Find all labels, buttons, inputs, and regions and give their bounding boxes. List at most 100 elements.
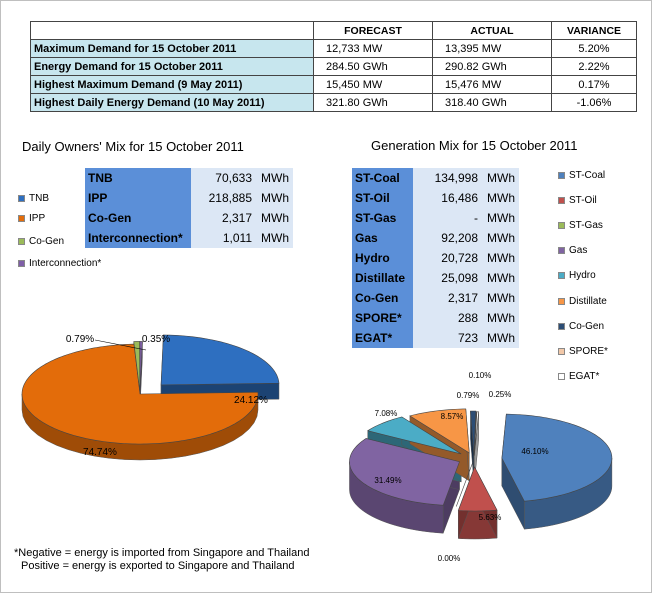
- summary-row: Highest Daily Energy Demand (10 May 2011…: [30, 93, 637, 112]
- gen-unit: MWh: [484, 248, 519, 268]
- forecast-value: 321.80 GWh: [313, 93, 433, 112]
- legend-label: Co-Gen: [569, 321, 605, 332]
- legend-swatch: [18, 238, 25, 245]
- generation-row: SPORE* 288 MWh: [352, 308, 519, 328]
- legend-swatch: [18, 195, 25, 202]
- owners-row: Co-Gen 2,317 MWh: [85, 208, 293, 228]
- legend-item-egat: EGAT*: [558, 371, 599, 382]
- legend-swatch: [558, 247, 565, 254]
- legend-swatch: [558, 348, 565, 355]
- owner-unit: MWh: [258, 188, 293, 208]
- gen-name: Co-Gen: [352, 288, 413, 308]
- footnote-line2: Positive = energy is exported to Singapo…: [21, 560, 295, 572]
- legend-label: ST-Gas: [569, 220, 603, 231]
- legend-item-gas: Gas: [558, 245, 587, 256]
- gen-value: 134,998: [413, 168, 484, 188]
- data-label-spore: 0.10%: [469, 371, 492, 380]
- generation-row: Hydro 20,728 MWh: [352, 248, 519, 268]
- legend-swatch: [558, 373, 565, 380]
- generation-row: EGAT* 723 MWh: [352, 328, 519, 348]
- data-label-distillate: 8.57%: [441, 412, 464, 421]
- summary-header-row: FORECAST ACTUAL VARIANCE: [30, 21, 637, 40]
- gen-name: EGAT*: [352, 328, 413, 348]
- gen-name: Distillate: [352, 268, 413, 288]
- legend-label: Distillate: [569, 296, 607, 307]
- owners-row: IPP 218,885 MWh: [85, 188, 293, 208]
- owners-row: Interconnection* 1,011 MWh: [85, 228, 293, 248]
- pie-slice-interconnection: [139, 341, 143, 392]
- owner-unit: MWh: [258, 208, 293, 228]
- legend-label: Hydro: [569, 270, 596, 281]
- legend-item-spore: SPORE*: [558, 346, 608, 357]
- gen-value: -: [413, 208, 484, 228]
- actual-value: 15,476 MW: [432, 75, 552, 94]
- data-label-stcoal: 46.10%: [521, 447, 548, 456]
- data-label-stgas: 0.00%: [438, 554, 461, 563]
- owner-value: 70,633: [191, 168, 258, 188]
- pie-slice-stgas: [455, 462, 473, 507]
- generation-row: Co-Gen 2,317 MWh: [352, 288, 519, 308]
- owner-name: TNB: [85, 168, 191, 188]
- legend-swatch: [558, 172, 565, 179]
- owners-pie: 24.12% 74.74% 0.79% 0.35%: [21, 334, 280, 461]
- gen-unit: MWh: [484, 308, 519, 328]
- gen-unit: MWh: [484, 188, 519, 208]
- gen-value: 20,728: [413, 248, 484, 268]
- leader-line: [94, 339, 147, 351]
- owner-name: Interconnection*: [85, 228, 191, 248]
- data-label-ipp: 74.74%: [83, 447, 117, 458]
- legend-swatch: [558, 197, 565, 204]
- gen-value: 723: [413, 328, 484, 348]
- legend-item-tnb: TNB: [18, 193, 49, 204]
- legend-item-cogen: Co-Gen: [18, 236, 64, 247]
- gen-unit: MWh: [484, 228, 519, 248]
- forecast-value: 284.50 GWh: [313, 57, 433, 76]
- gen-name: SPORE*: [352, 308, 413, 328]
- legend-label: Gas: [569, 245, 588, 256]
- legend-item-st-coal: ST-Coal: [558, 170, 605, 181]
- data-label-gas: 31.49%: [374, 476, 401, 485]
- owner-name: IPP: [85, 188, 191, 208]
- gen-unit: MWh: [484, 208, 519, 228]
- footnote-line1: *Negative = energy is imported from Sing…: [14, 547, 310, 559]
- legend-swatch: [558, 272, 565, 279]
- summary-table: FORECAST ACTUAL VARIANCE Maximum Demand …: [30, 21, 637, 112]
- data-label-cogen: 0.79%: [457, 391, 480, 400]
- gen-value: 2,317: [413, 288, 484, 308]
- pie-slice-gas: [349, 438, 460, 506]
- data-label-interconnection: 0.35%: [142, 334, 170, 345]
- gen-value: 92,208: [413, 228, 484, 248]
- gen-value: 16,486: [413, 188, 484, 208]
- pie-slice-egat: [473, 411, 479, 456]
- legend-item-ipp: IPP: [18, 213, 45, 224]
- legend-item-hydro: Hydro: [558, 270, 596, 281]
- pie-slice-hydro: [366, 416, 462, 455]
- pie-slice-stoil: [457, 466, 498, 512]
- legend-label: EGAT*: [569, 371, 600, 382]
- generation-mix-table: ST-Coal 134,998 MWh ST-Oil 16,486 MWh ST-Gas…: [352, 168, 519, 348]
- gen-name: Gas: [352, 228, 413, 248]
- data-label-stoil: 5.63%: [479, 513, 502, 522]
- owner-value: 2,317: [191, 208, 258, 228]
- data-label-egat: 0.25%: [489, 390, 512, 399]
- variance-value: -1.06%: [551, 93, 637, 112]
- owners-mix-table: TNB 70,633 MWh IPP 218,885 MWh Co-Gen 2,317 MW…: [85, 168, 293, 248]
- generation-row: Distillate 25,098 MWh: [352, 268, 519, 288]
- pie-slice-tnb: [160, 334, 280, 386]
- legend-label: ST-Oil: [569, 195, 597, 206]
- legend-item-distillate: Distillate: [558, 296, 607, 307]
- pie-slice-stcoal: [501, 413, 613, 502]
- gen-name: Hydro: [352, 248, 413, 268]
- data-label-cogen: 0.79%: [66, 334, 94, 345]
- owner-value: 218,885: [191, 188, 258, 208]
- summary-label: Highest Daily Energy Demand (10 May 2011…: [30, 93, 314, 112]
- legend-label: Interconnection*: [29, 258, 102, 269]
- owners-mix-title: Daily Owners' Mix for 15 October 2011: [22, 139, 244, 154]
- generation-row: ST-Coal 134,998 MWh: [352, 168, 519, 188]
- legend-item-interconnection: Interconnection*: [18, 258, 101, 269]
- legend-swatch: [558, 323, 565, 330]
- legend-swatch: [558, 222, 565, 229]
- data-label-hydro: 7.08%: [375, 409, 398, 418]
- summary-label: Energy Demand for 15 October 2011: [30, 57, 314, 76]
- actual-header: ACTUAL: [432, 21, 552, 40]
